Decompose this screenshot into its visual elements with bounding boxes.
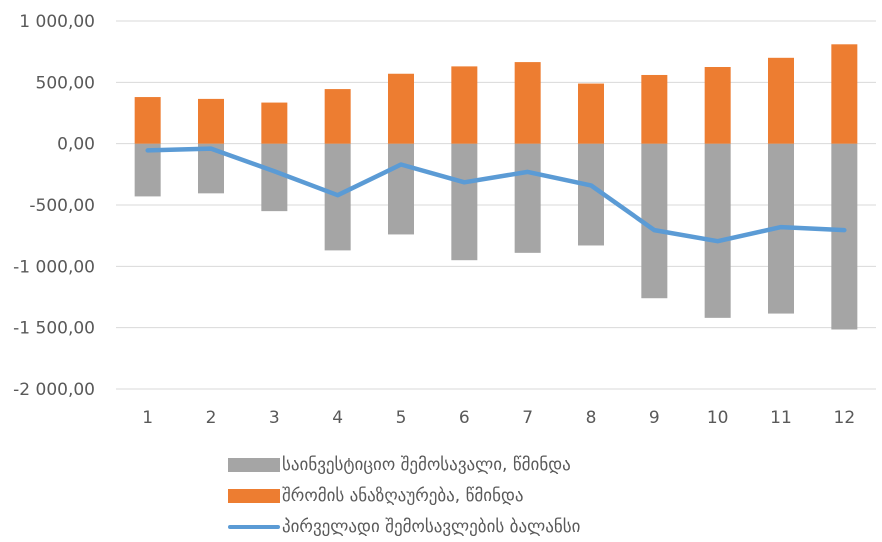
bar-compensation [135, 97, 161, 144]
bar-compensation [198, 99, 224, 144]
bar-compensation [515, 62, 541, 144]
line-primary-income-balance [148, 149, 845, 242]
y-tick-label: -2 000,00 [13, 380, 95, 400]
bar-investment-income [515, 144, 541, 253]
x-tick-label: 6 [459, 408, 470, 428]
bar-investment-income [388, 144, 414, 235]
bar-compensation [641, 75, 667, 144]
legend-item-investment-income: საინვესტიციო შემოსავალი, წმინდა [228, 449, 580, 480]
legend-item-compensation: შრომის ანაზღაურება, წმინდა [228, 480, 580, 511]
legend: საინვესტიციო შემოსავალი, წმინდა შრომის ა… [228, 449, 580, 542]
legend-label-investment-income: საინვესტიციო შემოსავალი, წმინდა [282, 455, 571, 475]
x-tick-label: 8 [586, 408, 597, 428]
legend-swatch-orange [228, 489, 280, 503]
legend-label-primary-income-balance: პირველადი შემოსავლების ბალანსი [282, 517, 580, 537]
bar-compensation [831, 44, 857, 143]
bars [135, 44, 858, 329]
x-tick-label: 4 [332, 408, 343, 428]
y-tick-label: 1 000,00 [19, 12, 95, 32]
x-tick-label: 5 [396, 408, 407, 428]
bar-investment-income [451, 144, 477, 261]
bar-investment-income [261, 144, 287, 211]
bar-compensation [261, 103, 287, 144]
y-axis-tick-labels: 1 000,00 500,00 0,00 -500,00 -1 000,00 -1 500… [13, 12, 95, 400]
x-tick-label: 10 [707, 408, 729, 428]
bar-investment-income [831, 144, 857, 330]
gridlines [116, 21, 876, 389]
x-tick-label: 9 [649, 408, 660, 428]
legend-label-compensation: შრომის ანაზღაურება, წმინდა [282, 486, 524, 506]
bar-compensation [388, 74, 414, 144]
bar-investment-income [705, 144, 731, 318]
legend-swatch-blue-line [228, 525, 280, 529]
x-tick-label: 3 [269, 408, 280, 428]
bar-compensation [705, 67, 731, 144]
bar-compensation [451, 66, 477, 143]
line-series [148, 148, 845, 241]
y-tick-label: 0,00 [57, 135, 95, 155]
x-tick-label: 1 [142, 408, 153, 428]
x-tick-label: 2 [206, 408, 217, 428]
x-tick-label: 12 [834, 408, 856, 428]
y-tick-label: -1 500,00 [13, 319, 95, 339]
y-tick-label: -500,00 [29, 196, 95, 216]
y-tick-label: -1 000,00 [13, 257, 95, 277]
x-tick-label: 11 [770, 408, 792, 428]
bar-compensation [578, 84, 604, 144]
x-tick-label: 7 [522, 408, 533, 428]
legend-swatch-gray [228, 458, 280, 472]
y-tick-label: 500,00 [36, 73, 95, 93]
legend-item-primary-income-balance: პირველადი შემოსავლების ბალანსი [228, 511, 580, 542]
bar-compensation [325, 89, 351, 144]
bar-compensation [768, 58, 794, 144]
